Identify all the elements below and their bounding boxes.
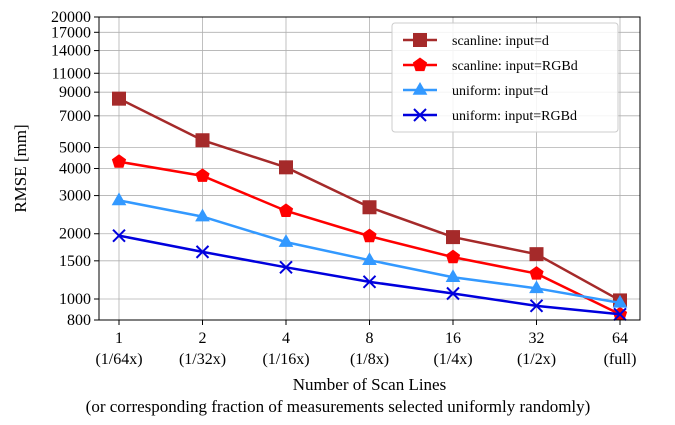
y-tick-label: 1500 — [59, 253, 91, 270]
y-axis-title: RMSE [mm] — [11, 124, 30, 212]
x-tick-label: 8 — [366, 330, 374, 347]
y-tick-label: 2000 — [59, 226, 91, 243]
legend-label: scanline: input=RGBd — [452, 59, 578, 74]
x-tick-sublabel: (1/4x) — [433, 351, 472, 368]
x-axis-ticks: 1 (1/64x) 2 (1/32x) 4 (1/16x) 8 (1/8x) 16 (1/4x) 3… — [95, 320, 636, 368]
y-tick-label: 5000 — [59, 139, 91, 156]
data-point-x — [112, 228, 126, 243]
y-tick-label: 4000 — [59, 161, 91, 178]
y-tick-label: 3000 — [59, 188, 91, 205]
x-tick-label: 2 — [199, 330, 207, 347]
y-tick-label: 9000 — [59, 84, 91, 101]
legend-label: uniform: input=d — [452, 84, 548, 99]
legend-item: uniform: input=d — [403, 82, 548, 99]
data-point-square — [195, 133, 210, 148]
data-point-pentagon — [362, 228, 377, 243]
y-tick-label: 14000 — [51, 43, 91, 60]
x-tick-sublabel: (1/64x) — [95, 351, 142, 368]
series-4 — [112, 228, 627, 322]
data-point-square — [446, 230, 460, 245]
y-axis-ticks: 800 1000 1500 2000 3000 4000 5000 7000 9000 11000… — [51, 9, 99, 329]
data-point-triangle — [195, 208, 210, 222]
y-tick-label: 17000 — [51, 24, 91, 41]
legend-item: scanline: input=d — [403, 33, 549, 49]
legend-label: uniform: input=RGBd — [452, 109, 577, 124]
legend-marker-x — [413, 108, 427, 122]
legend-box — [391, 22, 619, 133]
data-point-square — [529, 247, 544, 262]
data-point-triangle — [278, 234, 294, 247]
legend-marker-pentagon — [412, 57, 428, 72]
series-3 — [111, 192, 628, 308]
x-tick-sublabel: (1/32x) — [179, 351, 226, 368]
legend-label: scanline: input=d — [452, 34, 549, 49]
x-axis-title: Number of Scan Lines — [293, 375, 446, 394]
y-tick-label: 20000 — [51, 9, 91, 26]
data-point-x — [279, 260, 293, 275]
data-point-pentagon — [111, 154, 127, 168]
data-point-x — [446, 286, 460, 301]
data-point-pentagon — [445, 249, 461, 264]
data-point-triangle — [612, 294, 628, 308]
y-tick-label: 800 — [67, 312, 91, 329]
series-1 — [112, 91, 627, 308]
data-point-square — [279, 160, 293, 175]
data-point-pentagon — [195, 168, 210, 182]
x-tick-label: 32 — [529, 330, 545, 347]
x-axis-subtitle: (or corresponding fraction of measuremen… — [86, 397, 591, 416]
data-point-x — [613, 307, 627, 322]
data-point-square — [362, 200, 377, 215]
data-point-pentagon — [529, 266, 544, 280]
data-point-x — [195, 245, 210, 259]
x-tick-label: 16 — [445, 330, 461, 347]
legend-item: uniform: input=RGBd — [403, 108, 577, 124]
data-point-triangle — [111, 192, 127, 206]
x-tick-label: 1 — [115, 330, 123, 347]
legend-marker-triangle — [412, 82, 428, 95]
data-point-square — [112, 91, 126, 106]
y-tick-label: 1000 — [59, 291, 91, 308]
y-tick-label: 7000 — [59, 108, 91, 125]
legend-item: scanline: input=RGBd — [403, 57, 578, 74]
data-point-triangle — [529, 280, 544, 294]
series-group — [111, 91, 628, 322]
data-point-x — [362, 275, 377, 289]
x-tick-sublabel: (1/2x) — [517, 351, 556, 368]
data-point-triangle — [362, 252, 377, 265]
x-tick-label: 64 — [612, 330, 628, 347]
x-tick-sublabel: (1/8x) — [350, 351, 389, 368]
x-tick-sublabel: (1/16x) — [262, 351, 309, 368]
y-tick-label: 11000 — [52, 65, 91, 82]
legend: scanline: input=d scanline: input=RGBd uni… — [391, 22, 619, 133]
data-point-pentagon — [278, 203, 294, 217]
data-point-triangle — [445, 269, 461, 283]
x-tick-label: 4 — [282, 330, 290, 347]
legend-marker-square — [413, 33, 427, 47]
data-point-x — [529, 299, 544, 313]
x-tick-sublabel: (full) — [604, 351, 637, 368]
